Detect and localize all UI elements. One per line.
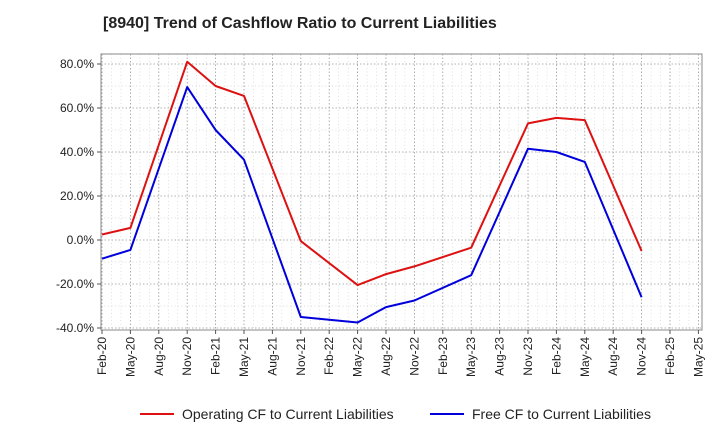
x-tick-label: Nov-20 [180, 337, 194, 376]
y-tick-label: 20.0% [60, 189, 94, 203]
y-tick-label: 0.0% [67, 233, 95, 247]
x-tick-label: Aug-21 [265, 337, 279, 376]
legend-label: Operating CF to Current Liabilities [182, 406, 394, 422]
y-tick-label: 80.0% [60, 57, 94, 71]
x-axis-ticks: Feb-20 May-20 Aug-20 Nov-20 Feb-21 May-21 Aug-… [95, 330, 705, 377]
x-tick-label: Aug-24 [606, 337, 620, 376]
x-tick-label: May-22 [351, 337, 365, 377]
series-group [101, 60, 643, 324]
x-tick-label: Aug-20 [152, 337, 166, 376]
x-tick-label: May-23 [464, 337, 478, 377]
series-line-free-cf [101, 86, 643, 324]
chart-title: [8940] Trend of Cashflow Ratio to Curren… [103, 15, 497, 32]
x-tick-label: Nov-24 [635, 337, 649, 376]
y-tick-label: 40.0% [60, 145, 94, 159]
x-tick-label: Aug-23 [493, 337, 507, 376]
x-tick-label: May-20 [123, 337, 137, 377]
x-tick-label: May-21 [237, 337, 251, 377]
x-tick-label: Nov-21 [294, 337, 308, 376]
x-tick-label: Feb-22 [322, 337, 336, 375]
y-tick-label: -20.0% [56, 277, 94, 291]
x-tick-label: Nov-23 [521, 337, 535, 376]
x-tick-label: Feb-24 [549, 337, 563, 375]
x-tick-label: Feb-23 [436, 337, 450, 375]
x-tick-label: Feb-20 [95, 337, 109, 375]
x-tick-label: Nov-22 [407, 337, 421, 376]
plot-area-frame [100, 53, 703, 331]
legend: Operating CF to Current Liabilities Free … [140, 406, 651, 422]
x-tick-label: Feb-25 [663, 337, 677, 375]
grid [101, 54, 702, 330]
legend-label: Free CF to Current Liabilities [472, 406, 651, 422]
y-axis-ticks: 80.0% 60.0% 40.0% 20.0% 0.0% -20.0% -40.0% [56, 57, 101, 335]
series-line-operating-cf [101, 60, 643, 287]
y-tick-label: -40.0% [56, 321, 94, 335]
x-tick-label: Feb-21 [209, 337, 223, 375]
x-tick-label: May-24 [578, 337, 592, 377]
x-tick-label: Aug-22 [379, 337, 393, 376]
x-tick-label: May-25 [691, 337, 705, 377]
y-tick-label: 60.0% [60, 101, 94, 115]
